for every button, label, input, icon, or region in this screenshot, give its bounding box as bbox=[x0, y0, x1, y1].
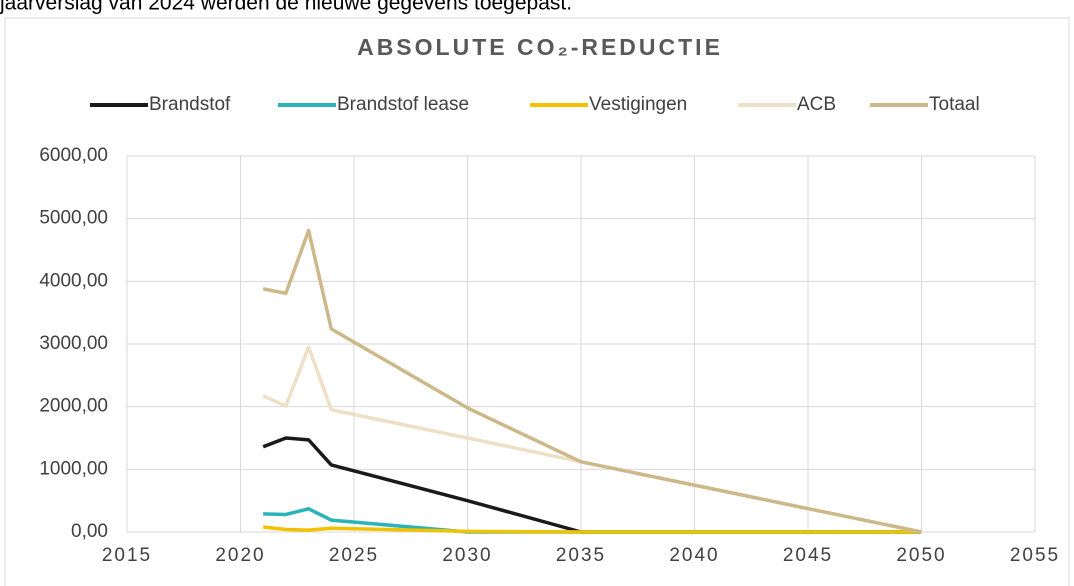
y-tick-label: 4000,00 bbox=[39, 270, 108, 291]
y-tick-label: 0,00 bbox=[71, 521, 108, 542]
x-tick-label: 2055 bbox=[1010, 545, 1060, 566]
x-tick-label: 2040 bbox=[669, 545, 719, 566]
x-tick-label: 2015 bbox=[102, 545, 152, 566]
x-tick-label: 2025 bbox=[329, 545, 379, 566]
x-tick-label: 2035 bbox=[556, 545, 606, 566]
legend-label: Vestigingen bbox=[589, 94, 687, 115]
legend-label: Brandstof lease bbox=[337, 94, 469, 115]
x-tick-label: 2045 bbox=[783, 545, 833, 566]
y-tick-label: 6000,00 bbox=[39, 145, 108, 166]
header-text: jaarverslag van 2024 werden de nieuwe ge… bbox=[0, 0, 572, 15]
y-tick-label: 2000,00 bbox=[39, 396, 108, 417]
x-tick-label: 2020 bbox=[215, 545, 265, 566]
legend-label: Brandstof bbox=[149, 94, 231, 115]
legend-label: Totaal bbox=[929, 94, 980, 115]
y-tick-label: 1000,00 bbox=[39, 458, 108, 479]
chart-title: ABSOLUTE CO₂-REDUCTIE bbox=[357, 34, 723, 60]
x-tick-label: 2050 bbox=[896, 545, 946, 566]
y-tick-label: 3000,00 bbox=[39, 333, 108, 354]
series-line bbox=[263, 525, 922, 534]
x-tick-label: 2030 bbox=[442, 545, 492, 566]
legend-label: ACB bbox=[797, 94, 836, 115]
series-line bbox=[262, 228, 922, 534]
y-tick-label: 5000,00 bbox=[39, 208, 108, 229]
chart-frame bbox=[4, 17, 1070, 586]
